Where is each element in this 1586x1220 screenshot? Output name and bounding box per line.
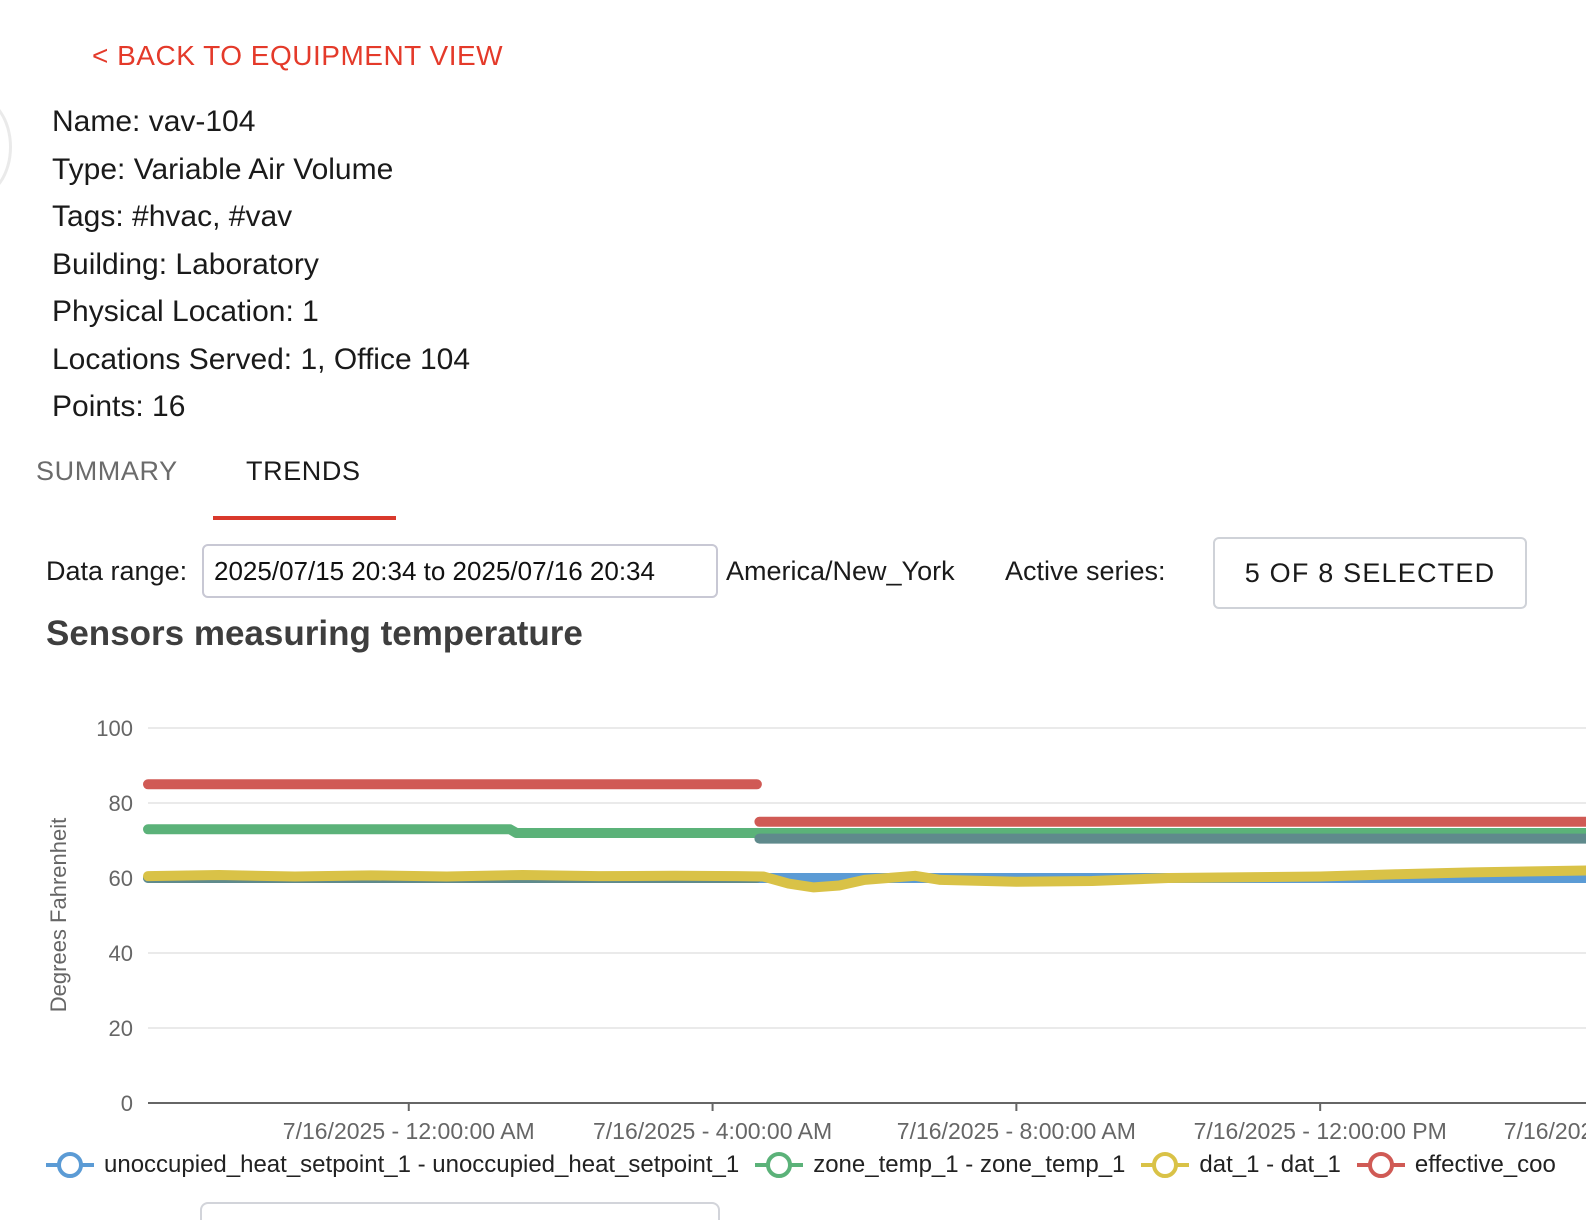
x-tick-label: 7/16/2025 - 4:00:00 PM (1504, 1118, 1586, 1144)
legend-marker-icon (1356, 1152, 1405, 1178)
series-line (143, 824, 1586, 838)
equipment-tags: Tags: #hvac, #vav (52, 200, 293, 233)
legend-label: unoccupied_heat_setpoint_1 - unoccupied_… (104, 1151, 740, 1178)
back-to-equipment-link[interactable]: < BACK TO EQUIPMENT VIEW (92, 40, 504, 71)
x-tick-label: 7/16/2025 - 12:00:00 AM (283, 1118, 535, 1144)
legend-item[interactable]: dat_1 - dat_1 (1139, 1150, 1341, 1180)
equipment-physical-location: Physical Location: 1 (52, 295, 319, 328)
y-tick-label: 100 (96, 716, 133, 741)
bottom-panel-edge (200, 1202, 720, 1220)
y-tick-label: 80 (109, 791, 133, 816)
legend-item[interactable]: effective_coo (1355, 1150, 1556, 1180)
legend-label: zone_temp_1 - zone_temp_1 (813, 1151, 1126, 1178)
equipment-locations-served: Locations Served: 1, Office 104 (52, 342, 471, 376)
timezone-label: America/New_York (726, 556, 955, 586)
tab-bar: SUMMARY TRENDS (0, 440, 700, 522)
active-series-label: Active series: (1005, 556, 1166, 586)
y-tick-label: 40 (109, 941, 133, 966)
series-line (143, 779, 1586, 827)
legend-item[interactable]: zone_temp_1 - zone_temp_1 (753, 1150, 1125, 1180)
legend-marker-icon (755, 1152, 804, 1178)
active-series-button[interactable]: 5 OF 8 SELECTED (1213, 537, 1527, 609)
legend-marker-icon (46, 1152, 94, 1178)
trend-controls: Data range: America/New_York Active seri… (0, 536, 1586, 616)
chart-legend: unoccupied_heat_setpoint_1 - unoccupied_… (44, 1150, 1586, 1186)
y-tick-label: 60 (109, 866, 133, 891)
x-tick-label: 7/16/2025 - 4:00:00 AM (593, 1118, 832, 1144)
chart-title: Sensors measuring temperature (46, 614, 583, 653)
series-line (143, 865, 1586, 893)
legend-label: effective_coo (1414, 1151, 1556, 1178)
x-tick-label: 7/16/2025 - 8:00:00 AM (897, 1118, 1136, 1144)
active-tab-indicator (213, 516, 396, 520)
legend-label: dat_1 - dat_1 (1199, 1151, 1341, 1178)
equipment-building: Building: Laboratory (52, 247, 319, 281)
tab-summary[interactable]: SUMMARY (36, 456, 178, 486)
tab-trends[interactable]: TRENDS (246, 456, 361, 486)
equipment-info: Name: vav-104 Type: Variable Air Volume … (52, 98, 470, 431)
y-axis-title: Degrees Fahrenheit (46, 818, 71, 1012)
legend-marker-icon (1141, 1152, 1190, 1178)
x-tick-label: 7/16/2025 - 12:00:00 PM (1194, 1118, 1447, 1144)
equipment-type: Type: Variable Air Volume (52, 152, 394, 186)
y-tick-label: 0 (121, 1091, 133, 1116)
equipment-points: Points: 16 (52, 390, 186, 423)
y-tick-label: 20 (109, 1016, 133, 1041)
equipment-name: Name: vav-104 (52, 105, 256, 138)
legend-item[interactable]: unoccupied_heat_setpoint_1 - unoccupied_… (44, 1150, 739, 1180)
data-range-input[interactable] (202, 544, 718, 598)
data-range-label: Data range: (46, 556, 188, 586)
